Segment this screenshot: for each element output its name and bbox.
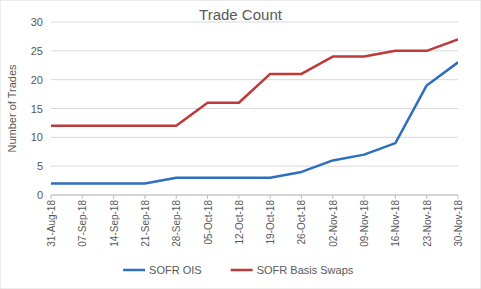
y-tick-label: 30	[31, 16, 43, 28]
title: Trade Count	[199, 6, 283, 23]
x-tick-label: 07-Sep-18	[77, 200, 88, 247]
legend-label: SOFR OIS	[149, 264, 202, 276]
x-tick-label: 19-Oct-18	[265, 200, 276, 245]
y-tick-label: 10	[31, 131, 43, 143]
series-line	[51, 39, 458, 126]
legend-swatch	[231, 269, 253, 272]
x-axis	[51, 195, 458, 196]
x-tick	[176, 195, 177, 199]
x-tick	[238, 195, 239, 199]
y-tick-label: 25	[31, 45, 43, 57]
x-tick-label: 02-Nov-18	[328, 200, 339, 247]
x-tick	[144, 195, 145, 199]
x-tick	[51, 195, 52, 199]
x-tick	[270, 195, 271, 199]
x-tick-label: 28-Sep-18	[171, 200, 182, 247]
y-tick-label: 0	[37, 189, 43, 201]
x-tick-label: 23-Nov-18	[422, 200, 433, 247]
x-tick	[332, 195, 333, 199]
chart: Trade Count Number of Trades 0 5 10 15 20 25 30 3…	[0, 0, 481, 289]
y-tick-label: 15	[31, 103, 43, 115]
x-tick-label: 09-Nov-18	[359, 200, 370, 247]
x-tick-label: 26-Oct-18	[296, 200, 307, 245]
legend-swatch	[123, 269, 145, 272]
x-tick-label: 30-Nov-18	[453, 200, 464, 247]
x-tick-label: 14-Sep-18	[109, 200, 120, 247]
x-tick	[458, 195, 459, 199]
x-tick-label: 12-Oct-18	[234, 200, 245, 245]
x-tick-label: 16-Nov-18	[390, 200, 401, 247]
y-tick-label: 5	[37, 160, 43, 172]
y-axis-label: Number of Trades	[6, 64, 18, 153]
chart-root: Trade Count Number of Trades 0 5 10 15 20 25 30 3…	[0, 0, 481, 289]
grid-line	[51, 195, 458, 196]
x-tick	[113, 195, 114, 199]
x-tick	[426, 195, 427, 199]
x-tick	[395, 195, 396, 199]
series-line	[51, 62, 458, 183]
y-tick-label: 20	[31, 74, 43, 86]
x-tick	[82, 195, 83, 199]
legend-label: SOFR Basis Swaps	[257, 264, 354, 276]
x-tick-label: 21-Sep-18	[140, 200, 151, 247]
x-tick	[207, 195, 208, 199]
x-tick-label: 05-Oct-18	[203, 200, 214, 245]
background	[0, 0, 481, 289]
series-group	[51, 39, 458, 183]
x-tick-label: 31-Aug-18	[46, 200, 57, 247]
grid-line	[51, 166, 458, 167]
grid-line	[51, 108, 458, 109]
x-tick	[301, 195, 302, 199]
grid-line	[51, 22, 458, 23]
grid-line	[51, 79, 458, 80]
x-tick	[364, 195, 365, 199]
